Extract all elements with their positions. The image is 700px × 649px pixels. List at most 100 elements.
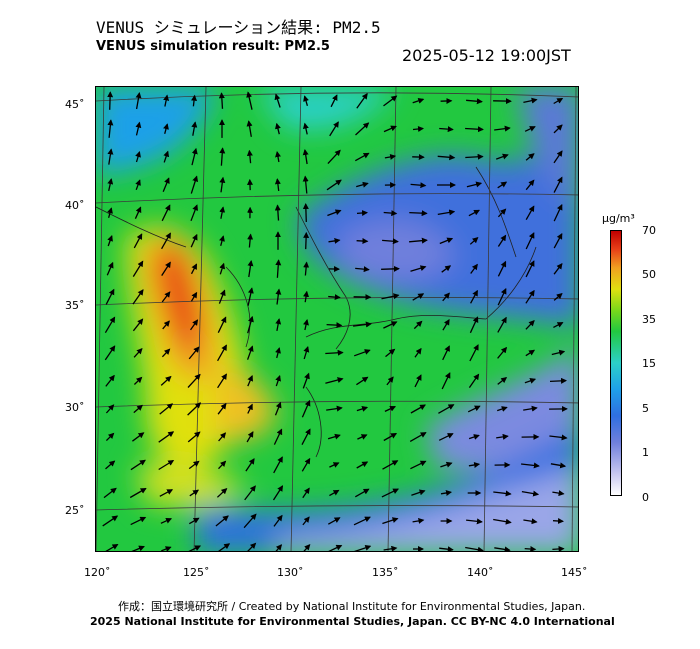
wind-arrow <box>274 401 282 416</box>
wind-arrow <box>161 546 172 551</box>
wind-arrow <box>414 347 422 358</box>
wind-arrow <box>130 516 147 526</box>
wind-arrow <box>524 546 537 551</box>
wind-arrow <box>161 261 171 276</box>
wind-arrow <box>215 515 229 527</box>
wind-arrow <box>301 428 311 445</box>
wind-arrow <box>441 265 452 273</box>
wind-arrow <box>161 348 171 358</box>
wind-arrow <box>303 231 310 250</box>
wind-arrow <box>105 374 115 387</box>
wind-arrow <box>385 348 396 358</box>
wind-arrow <box>469 316 479 334</box>
wind-arrow <box>130 459 146 471</box>
wind-arrow <box>302 175 309 194</box>
wind-arrow <box>381 293 400 300</box>
legend-label-5: 5 <box>642 402 649 415</box>
wind-arrow <box>381 488 400 498</box>
wind-arrow <box>497 181 508 189</box>
wind-arrow <box>187 373 201 388</box>
wind-arrow <box>159 403 174 415</box>
wind-arrow <box>525 153 535 161</box>
wind-arrow <box>217 316 227 333</box>
wind-arrow <box>105 404 115 414</box>
wind-arrow <box>525 260 535 278</box>
wind-arrow <box>468 209 480 217</box>
wind-arrow <box>217 344 227 362</box>
wind-arrow <box>303 319 309 331</box>
wind-arrow <box>107 178 114 192</box>
wind-arrow <box>411 489 426 496</box>
colorbar <box>610 230 622 496</box>
wind-arrow <box>190 291 198 302</box>
wind-arrow <box>247 233 254 248</box>
wind-arrow <box>188 346 200 360</box>
wind-arrow <box>442 318 450 331</box>
wind-arrow <box>355 266 370 273</box>
legend-label-0: 0 <box>642 491 649 504</box>
wind-arrow <box>163 123 169 134</box>
lat-tick-35: 35˚ <box>65 299 85 312</box>
pm25-map <box>95 86 579 552</box>
wind-arrow <box>329 121 339 137</box>
title-english: VENUS simulation result: PM2.5 <box>96 39 330 54</box>
wind-arrow <box>107 235 113 247</box>
wind-arrow <box>553 263 563 275</box>
wind-arrow <box>523 97 538 104</box>
wind-arrow <box>189 319 199 331</box>
wind-arrow <box>163 150 170 163</box>
wind-arrow <box>244 485 256 501</box>
wind-arrow <box>274 178 281 191</box>
wind-arrow <box>521 462 540 469</box>
wind-arrow <box>497 234 507 247</box>
wind-arrow <box>135 121 142 136</box>
wind-arrow <box>160 518 173 524</box>
wind-arrow <box>410 404 426 414</box>
wind-arrow <box>161 204 171 222</box>
wind-arrow <box>553 322 564 328</box>
wind-arrow <box>353 516 371 526</box>
wind-arrow <box>466 518 483 525</box>
wind-arrow <box>219 206 226 219</box>
wind-arrow <box>383 95 398 107</box>
wind-arrow <box>162 320 170 330</box>
wind-arrow <box>442 345 450 361</box>
wind-arrow <box>494 546 511 551</box>
wind-arrow <box>524 126 536 132</box>
legend-label-15: 15 <box>642 357 656 370</box>
wind-arrow <box>302 372 310 389</box>
wind-arrow <box>275 288 282 305</box>
wind-arrow <box>161 291 171 303</box>
wind-arrow <box>275 259 282 278</box>
wind-arrow <box>356 92 368 109</box>
lon-tick-120: 120˚ <box>84 566 111 579</box>
map-canvas <box>96 87 578 551</box>
wind-arrow <box>553 203 563 222</box>
wind-arrow <box>132 289 144 305</box>
wind-arrow <box>275 347 281 359</box>
wind-arrow <box>275 318 282 332</box>
wind-arrow <box>438 433 454 441</box>
copyright-line: 2025 National Institute for Environmenta… <box>90 615 615 628</box>
wind-arrow <box>187 431 201 443</box>
wind-arrow <box>134 206 142 219</box>
wind-arrow <box>553 292 563 301</box>
wind-arrow <box>553 97 564 105</box>
wind-arrow <box>129 487 147 499</box>
wind-arrow <box>442 292 450 302</box>
wind-arrow <box>274 93 281 108</box>
legend-label-50: 50 <box>642 268 656 281</box>
wind-arrow <box>440 490 452 496</box>
wind-arrow <box>247 287 254 306</box>
wind-arrow <box>190 204 199 222</box>
wind-arrow <box>218 432 227 442</box>
wind-arrow <box>275 122 281 135</box>
wind-arrow <box>523 518 538 525</box>
wind-arrow <box>132 260 144 277</box>
wind-arrow <box>382 460 399 470</box>
lon-tick-145: 145˚ <box>561 566 588 579</box>
wind-arrow <box>465 126 484 133</box>
wind-arrow <box>302 122 309 135</box>
wind-arrow <box>219 176 226 193</box>
wind-arrow <box>105 543 119 551</box>
